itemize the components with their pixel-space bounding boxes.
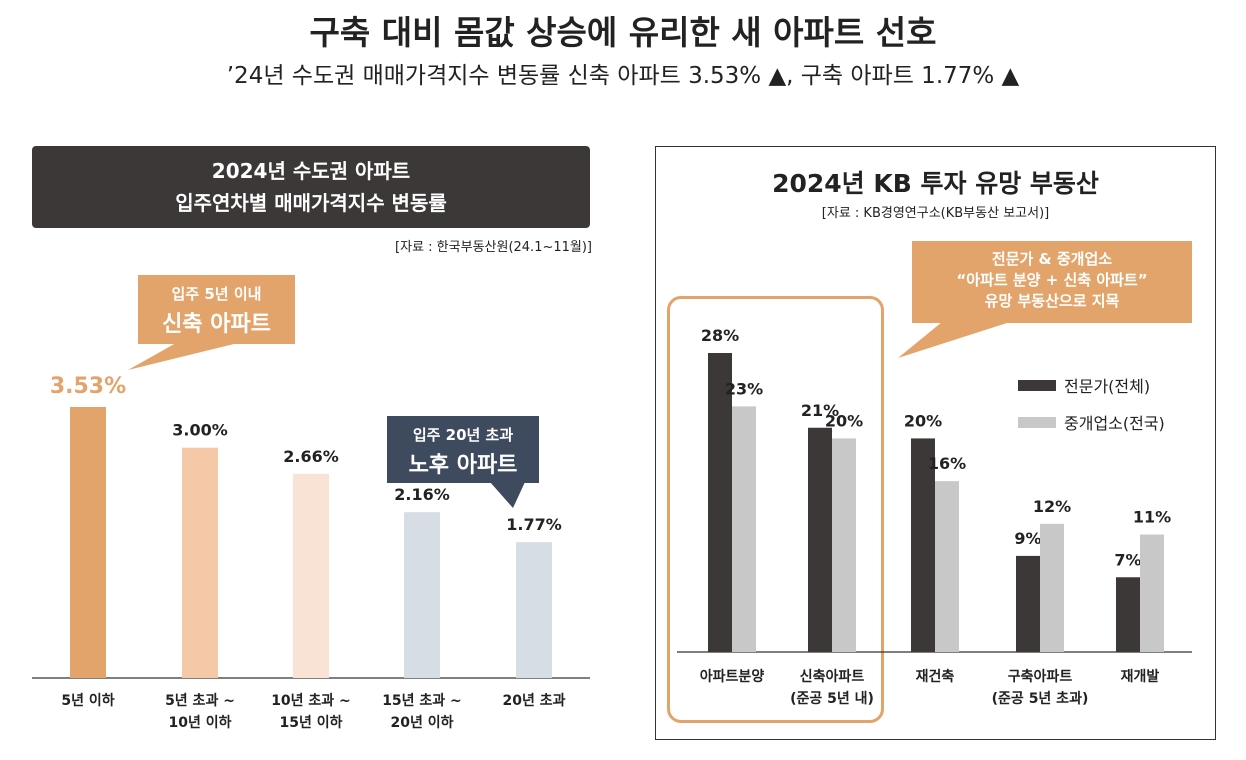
data-label-right-s0-2: 20% (904, 411, 942, 430)
bar-right-s0-2 (911, 438, 935, 652)
page-title: 구축 대비 몸값 상승에 유리한 새 아파트 선호 (309, 13, 937, 52)
legend-swatch-agent (1018, 417, 1056, 428)
bar-right-s0-1 (808, 427, 832, 652)
callout-old-line1: 입주 20년 초과 (412, 426, 514, 444)
data-label-left-0: 3.53% (50, 374, 126, 399)
bar-right-s1-2 (935, 481, 959, 652)
callout-old-apartment: 입주 20년 초과 노후 아파트 (387, 416, 539, 483)
callout-expert-line3: 유망 부동산으로 지목 (984, 292, 1120, 310)
data-label-left-4: 1.77% (506, 515, 562, 534)
category-label-right-2: 재건축 (916, 668, 955, 685)
data-label-right-s1-3: 12% (1033, 497, 1071, 516)
bar-right-s1-1 (832, 438, 856, 652)
legend-label-agent: 중개업소(전국) (1064, 414, 1165, 433)
data-label-right-s0-1: 21% (801, 401, 839, 420)
callout-new-pointer (128, 343, 238, 370)
bar-left-0 (70, 407, 106, 678)
data-label-right-s1-2: 16% (928, 454, 966, 473)
legend-swatch-expert (1018, 380, 1056, 391)
bar-left-1 (182, 447, 218, 678)
data-label-right-s1-0: 23% (725, 379, 763, 398)
left-source: [자료 : 한국부동산원(24.1~11월)] (395, 240, 592, 255)
callout-old-line2: 노후 아파트 (408, 453, 518, 478)
left-header-line1: 2024년 수도권 아파트 (211, 159, 411, 183)
callout-expert-line2: “아파트 분양 + 신축 아파트” (956, 271, 1148, 289)
category-label-left-3: 15년 초과 ~20년 이하 (382, 693, 462, 731)
left-header-line2: 입주연차별 매매가격지수 변동률 (175, 191, 447, 215)
bar-right-s1-4 (1140, 534, 1164, 652)
data-label-left-3: 2.16% (394, 485, 450, 504)
bar-right-s1-0 (732, 406, 756, 652)
bar-left-2 (293, 473, 329, 678)
page-subtitle: ’24년 수도권 매매가격지수 변동률 신축 아파트 3.53% ▲, 구축 아… (226, 63, 1020, 89)
bar-left-4 (516, 542, 552, 678)
category-label-right-4: 재개발 (1121, 668, 1160, 685)
category-label-right-3: 구축아파트 (준공 5년 초과) (992, 668, 1089, 707)
callout-expert-line1: 전문가 & 중개업소 (991, 250, 1113, 268)
data-label-right-s0-3: 9% (1014, 529, 1041, 548)
category-label-left-0: 5년 이하 (61, 692, 114, 709)
legend-label-expert: 전문가(전체) (1064, 377, 1150, 396)
category-label-right-1: 신축아파트 (준공 5년 내) (790, 668, 874, 707)
bar-left-3 (404, 512, 440, 678)
callout-old-pointer (490, 482, 525, 508)
data-label-left-2: 2.66% (283, 447, 339, 466)
callout-expert-pointer (898, 322, 1010, 358)
category-label-left-2: 10년 초과 ~15년 이하 (271, 693, 351, 731)
right-chart-title: 2024년 KB 투자 유망 부동산 (772, 169, 1099, 198)
highlight-box (667, 296, 884, 723)
right-source: [자료 : KB경영연구소(KB부동산 보고서)] (821, 206, 1050, 221)
bar-right-s0-3 (1016, 555, 1040, 652)
bar-right-s0-0 (708, 353, 732, 652)
data-label-left-1: 3.00% (172, 421, 228, 440)
callout-new-line1: 입주 5년 이내 (171, 285, 262, 303)
data-label-right-s0-4: 7% (1114, 550, 1141, 569)
callout-new-line2: 신축 아파트 (162, 312, 271, 337)
right-chart-panel (655, 146, 1216, 740)
category-label-right-0: 아파트분양 (700, 668, 765, 685)
callout-expert: 전문가 & 중개업소 “아파트 분양 + 신축 아파트” 유망 부동산으로 지목 (912, 241, 1192, 323)
bar-right-s0-4 (1116, 577, 1140, 652)
data-label-right-s0-0: 28% (701, 326, 739, 345)
bar-right-s1-3 (1040, 523, 1064, 652)
data-label-right-s1-4: 11% (1133, 508, 1171, 527)
callout-new-apartment: 입주 5년 이내 신축 아파트 (138, 275, 295, 344)
left-chart-header: 2024년 수도권 아파트 입주연차별 매매가격지수 변동률 (32, 146, 590, 228)
category-label-left-4: 20년 초과 (503, 693, 566, 709)
data-label-right-s1-1: 20% (825, 411, 863, 430)
category-label-left-1: 5년 초과 ~10년 이하 (165, 693, 235, 731)
